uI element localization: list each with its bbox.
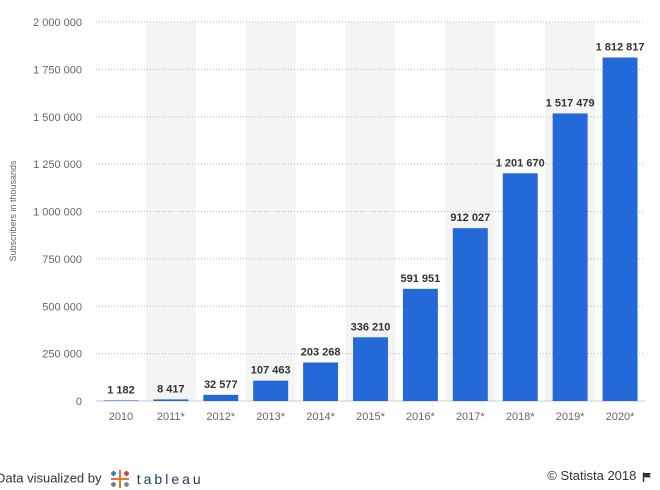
bar: [602, 57, 638, 401]
footer: Data visualized by tableau © Statista 20…: [0, 465, 660, 489]
data-label: 8 417: [157, 383, 185, 395]
copyright-text: © Statista 2018: [547, 468, 637, 483]
data-label: 32 577: [204, 379, 238, 391]
bar: [153, 399, 189, 401]
x-tick-label: 2017*: [456, 411, 485, 423]
x-tick-label: 2010: [109, 411, 133, 423]
y-tick-label: 1 000 000: [33, 207, 82, 219]
y-tick-label: 1 250 000: [33, 159, 82, 171]
y-axis-title: Subscribers in thousands: [8, 160, 18, 262]
tableau-brand: tableau: [136, 471, 204, 487]
bar-chart: 0 250 000 500 000 750 000 1 000 000 1 250 000…: [8, 17, 645, 423]
y-tick-label: 1 750 000: [33, 64, 82, 76]
credit-prefix: Data visualized by: [0, 470, 102, 486]
bar: [253, 380, 289, 401]
y-tick-label: 750 000: [42, 254, 82, 266]
y-tick-label: 250 000: [42, 349, 82, 361]
data-label: 1 201 670: [496, 157, 545, 169]
y-tick-label: 2 000 000: [33, 17, 82, 29]
data-label: 336 210: [351, 321, 391, 333]
y-axis-ticks: 0 250 000 500 000 750 000 1 000 000 1 250 000…: [33, 17, 82, 408]
x-axis-ticks: 2010 2011* 2012* 2013* 2014* 2015* 2016* 2017* 2…: [109, 411, 635, 423]
bar: [552, 113, 588, 401]
bar: [203, 394, 239, 401]
bar: [402, 288, 438, 401]
x-tick-label: 2016*: [406, 411, 435, 423]
data-label: 1 517 479: [546, 97, 595, 109]
data-label: 203 268: [301, 346, 341, 358]
statista-flag-icon: [642, 472, 651, 482]
x-tick-label: 2012*: [206, 411, 235, 423]
data-label: 591 951: [401, 273, 441, 285]
bar: [353, 337, 388, 401]
data-label: 912 027: [450, 212, 490, 224]
x-tick-label: 2020*: [606, 411, 635, 423]
bar: [502, 173, 538, 401]
bars: [103, 57, 638, 401]
y-tick-label: 500 000: [42, 301, 82, 313]
tableau-logo-icon: [111, 470, 130, 488]
bar: [103, 400, 139, 401]
x-tick-label: 2013*: [256, 411, 285, 423]
data-label: 1 812 817: [596, 41, 645, 53]
y-tick-label: 0: [76, 396, 82, 408]
x-tick-label: 2015*: [356, 411, 385, 423]
data-labels: 1 182 8 417 32 577 107 463 203 268 336 210 591…: [107, 41, 644, 396]
y-tick-label: 1 500 000: [33, 112, 82, 124]
bar: [303, 362, 339, 401]
bar: [452, 228, 488, 401]
tableau-credit[interactable]: Data visualized by tableau: [0, 468, 204, 490]
copyright-notice[interactable]: © Statista 2018: [547, 468, 652, 483]
band: [145, 22, 196, 401]
x-tick-label: 2018*: [506, 411, 535, 423]
data-label: 107 463: [251, 365, 291, 377]
x-tick-label: 2019*: [556, 411, 585, 423]
x-tick-label: 2014*: [306, 411, 335, 423]
x-tick-label: 2011*: [157, 411, 186, 423]
data-label: 1 182: [107, 384, 135, 396]
